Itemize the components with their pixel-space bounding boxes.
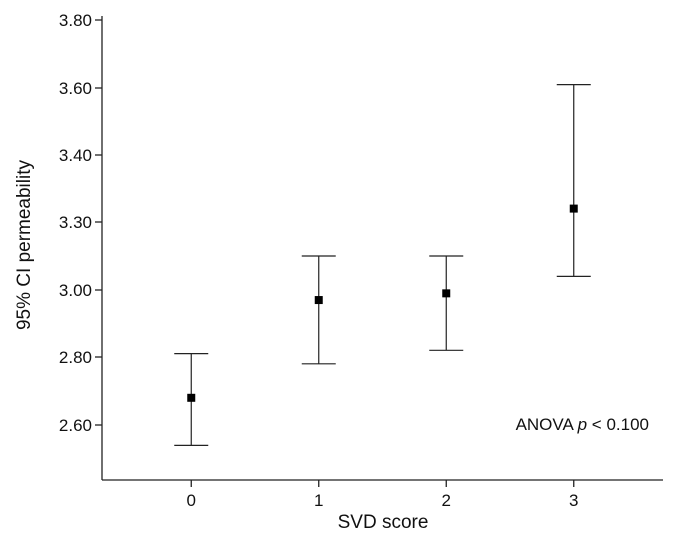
x-tick-label: 3 [569,491,578,510]
y-tick-label: 3.40 [59,146,92,165]
x-tick-label: 0 [187,491,196,510]
x-axis-label: SVD score [338,512,429,533]
y-tick-label: 3.00 [59,281,92,300]
error-bar-group [556,83,591,277]
anova-p: p [577,415,587,434]
x-ticks: 0 1 2 3 [187,480,578,510]
y-tick-label: 3.60 [59,79,92,98]
mean-marker [314,296,323,305]
y-tick-label: 2.80 [59,348,92,367]
mean-marker [187,393,196,402]
anova-suffix: < 0.100 [587,415,649,434]
anova-annotation: ANOVA p < 0.100 [516,415,649,434]
anova-prefix: ANOVA [516,415,578,434]
error-bar-group [174,353,209,446]
y-axis-label: 95% CI permeability [14,159,35,330]
axes: 2.60 2.80 3.00 3.30 3.40 3.60 3.80 0 1 2 3 [59,11,663,510]
error-bars [174,83,591,446]
y-tick-label: 2.60 [59,416,92,435]
mean-marker [442,289,451,298]
error-bar-group [429,255,464,351]
y-ticks: 2.60 2.80 3.00 3.30 3.40 3.60 3.80 [59,11,102,435]
x-tick-label: 1 [314,491,323,510]
mean-marker [569,204,578,213]
y-tick-label: 3.30 [59,213,92,232]
y-tick-label: 3.80 [59,11,92,30]
error-bar-group [301,255,336,365]
x-tick-label: 2 [442,491,451,510]
